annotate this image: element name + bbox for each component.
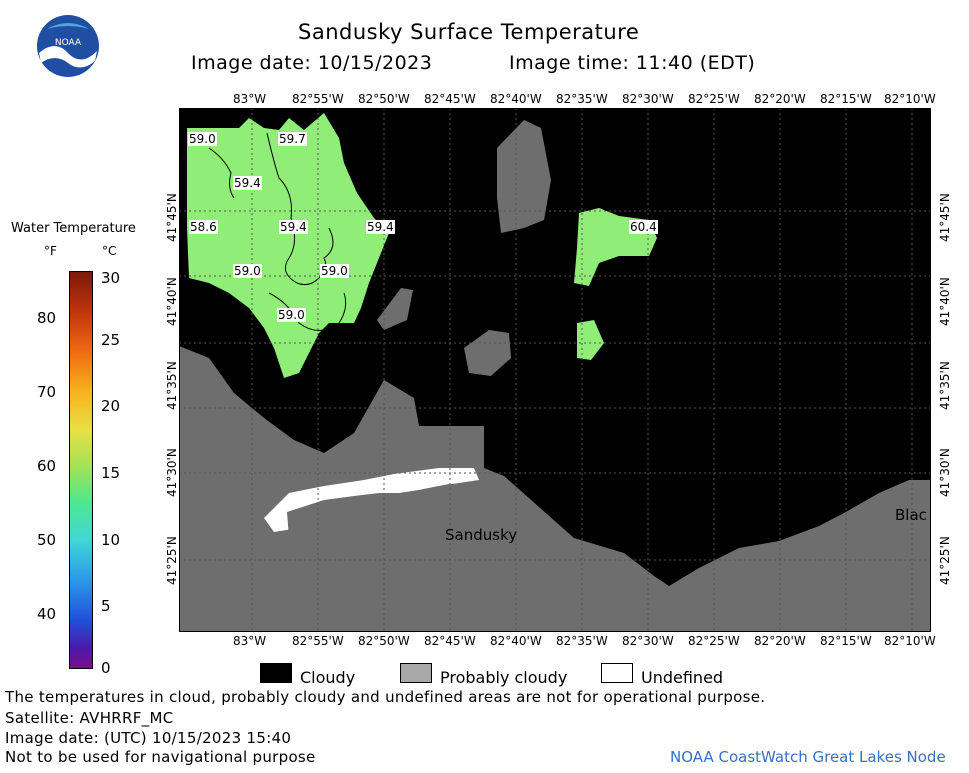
image-date: Image date: 10/15/2023 <box>191 52 433 74</box>
lon-label-bottom: 82°55'W <box>292 634 344 648</box>
navigation-warning: Not to be used for navigational purpose <box>5 748 316 766</box>
colorbar-tick-c: 25 <box>101 331 121 349</box>
isotherm <box>266 132 334 286</box>
lat-label-left: 41°30'N <box>165 448 179 497</box>
temp-label: 59.0 <box>188 132 217 146</box>
lat-lon-grid <box>179 108 931 632</box>
colorbar-tick-c: 30 <box>101 269 121 287</box>
land-peninsula <box>287 484 501 540</box>
isotherm-2 <box>268 292 347 331</box>
colorbar-tick-c: 5 <box>101 597 111 615</box>
lat-label-left: 41°35'N <box>165 361 179 410</box>
colorbar-tick-f: 60 <box>37 457 57 475</box>
logo-text: NOAA <box>55 38 82 48</box>
colorbar-tick-c: 10 <box>101 531 121 549</box>
colorbar-tick-c: 15 <box>101 464 121 482</box>
lon-label-bottom: 82°35'W <box>556 634 608 648</box>
colorbar-tick-f: 50 <box>37 531 57 549</box>
temp-label: 59.7 <box>278 132 307 146</box>
legend-label-undefined: Undefined <box>641 668 724 687</box>
lon-label-top: 82°30'W <box>622 92 674 106</box>
probably-cloudy-1 <box>497 120 551 233</box>
colorbar-tick-f: 40 <box>37 605 57 623</box>
temp-label: 59.4 <box>279 220 308 234</box>
lon-label-bottom: 82°20'W <box>754 634 806 648</box>
temp-label: 59.0 <box>277 308 306 322</box>
lat-label-right: 41°30'N <box>938 448 952 497</box>
unit-f: °F <box>44 244 57 258</box>
lon-label-top: 82°45'W <box>424 92 476 106</box>
lat-label-left: 41°40'N <box>165 277 179 326</box>
lat-label-left: 41°45'N <box>165 193 179 242</box>
temp-label: 59.4 <box>233 176 262 190</box>
colorbar <box>69 271 93 669</box>
temp-label: 59.0 <box>233 264 262 278</box>
colorbar-title: Water Temperature <box>11 221 136 236</box>
lon-label-top: 82°35'W <box>556 92 608 106</box>
credit-link[interactable]: NOAA CoastWatch Great Lakes Node <box>670 748 946 766</box>
lat-label-right: 41°35'N <box>938 361 952 410</box>
map-frame <box>179 108 931 632</box>
place-label-sandusky: Sandusky <box>445 526 518 544</box>
lat-label-right: 41°40'N <box>938 277 952 326</box>
temp-label: 58.6 <box>189 220 218 234</box>
temp-label: 59.4 <box>366 220 395 234</box>
legend-label-cloudy: Cloudy <box>300 668 356 687</box>
temp-label: 59.0 <box>320 264 349 278</box>
lon-label-top: 82°10'W <box>884 92 936 106</box>
colorbar-tick-c: 20 <box>101 397 121 415</box>
lon-label-bottom: 82°45'W <box>424 634 476 648</box>
lon-label-bottom: 82°50'W <box>358 634 410 648</box>
lon-label-top: 82°20'W <box>754 92 806 106</box>
temp-label: 60.4 <box>629 220 658 234</box>
place-label-blac: Blac <box>895 506 927 524</box>
lon-label-top: 82°40'W <box>490 92 542 106</box>
lon-label-bottom: 82°25'W <box>688 634 740 648</box>
lat-label-right: 41°45'N <box>938 193 952 242</box>
lon-label-bottom: 82°40'W <box>490 634 542 648</box>
probably-cloudy-2 <box>464 330 511 376</box>
lon-label-top: 83°W <box>233 92 267 106</box>
legend-swatch-cloudy <box>260 663 292 683</box>
legend-swatch-undefined <box>601 663 633 683</box>
unit-c: °C <box>102 244 117 258</box>
isotherm-3 <box>208 147 235 199</box>
lon-label-top: 82°25'W <box>688 92 740 106</box>
land-south-shore <box>179 346 931 632</box>
utc-image-date: Image date: (UTC) 10/15/2023 15:40 <box>5 729 292 747</box>
colorbar-tick-f: 70 <box>37 383 57 401</box>
map <box>179 108 931 632</box>
map-title: Sandusky Surface Temperature <box>298 20 640 44</box>
lon-label-top: 82°55'W <box>292 92 344 106</box>
lon-label-bottom: 83°W <box>233 634 267 648</box>
lon-label-bottom: 82°10'W <box>884 634 936 648</box>
image-time: Image time: 11:40 (EDT) <box>509 52 756 74</box>
lon-label-top: 82°15'W <box>820 92 872 106</box>
lat-label-left: 41°25'N <box>165 536 179 585</box>
lon-label-bottom: 82°15'W <box>820 634 872 648</box>
legend-swatch-probably-cloudy <box>400 663 432 683</box>
legend-label-probably-cloudy: Probably cloudy <box>440 668 568 687</box>
lon-label-top: 82°50'W <box>358 92 410 106</box>
disclaimer-note: The temperatures in cloud, probably clou… <box>5 688 766 706</box>
colorbar-tick-f: 80 <box>37 309 57 327</box>
probably-cloudy-3 <box>377 288 413 330</box>
lat-label-right: 41°25'N <box>938 536 952 585</box>
satellite-info: Satellite: AVHRRF_MC <box>5 709 174 727</box>
colorbar-tick-c: 0 <box>101 659 111 677</box>
water-temp-region-small <box>577 320 604 360</box>
noaa-logo: NOAA <box>37 15 99 77</box>
lon-label-bottom: 82°30'W <box>622 634 674 648</box>
